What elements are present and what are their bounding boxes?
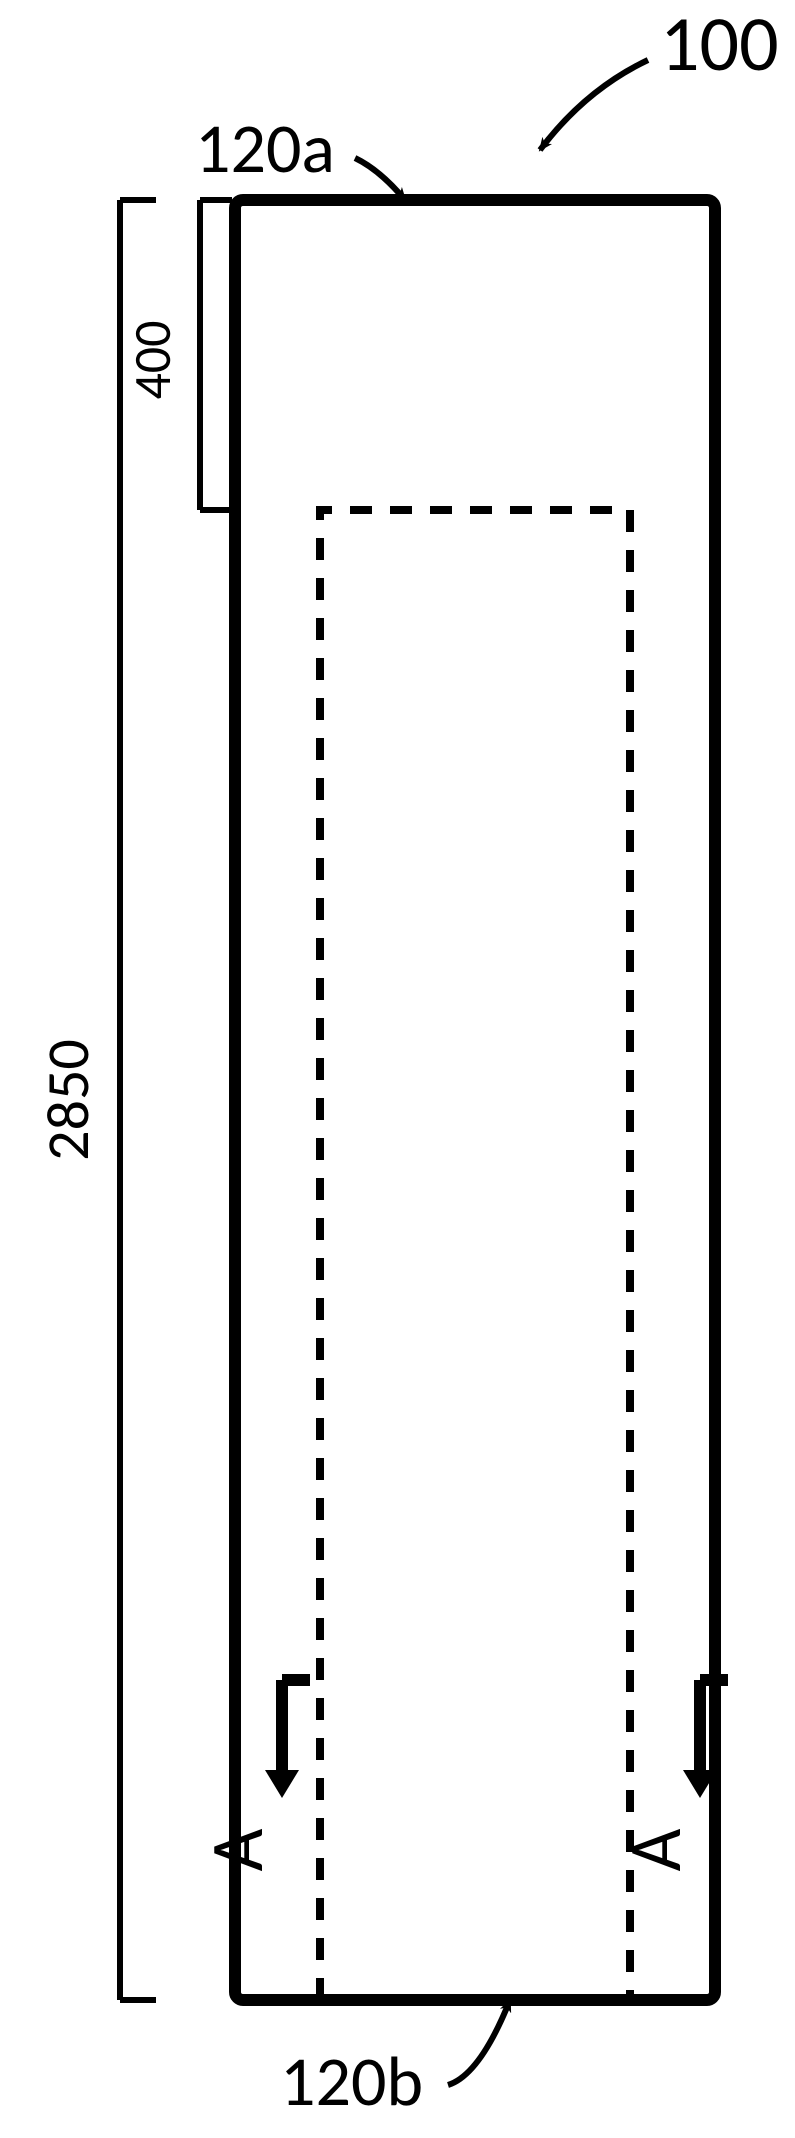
callout-120a-label: 120a	[195, 105, 335, 191]
callout-120b-label: 120b	[280, 2038, 423, 2124]
callout-100-label: 100	[660, 0, 779, 91]
section-A-right-label: A	[610, 1828, 700, 1871]
section-A-left-label: A	[192, 1828, 282, 1871]
dim-overall-label: 2850	[32, 1039, 105, 1161]
dim-top-label: 400	[120, 320, 184, 399]
